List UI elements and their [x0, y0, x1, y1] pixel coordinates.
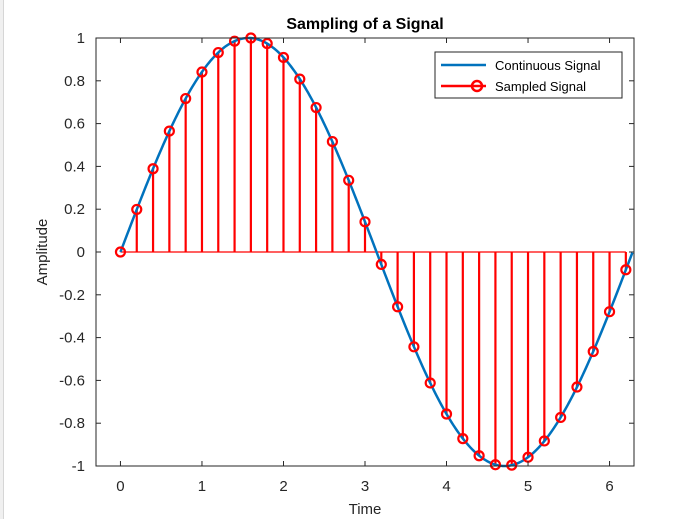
x-axis-label: Time [349, 501, 382, 518]
y-tick-label: -0.8 [59, 415, 85, 432]
y-tick-label: -0.6 [59, 372, 85, 389]
y-tick-label: -0.4 [59, 330, 85, 347]
sample-marker [620, 264, 632, 276]
sample-marker [603, 306, 616, 318]
x-tick-label: 3 [361, 478, 369, 495]
sampled-stems [135, 38, 627, 466]
x-tick-label: 5 [524, 478, 532, 495]
sample-marker [343, 174, 355, 186]
legend-box [434, 51, 623, 99]
legend-sampled-marker [470, 79, 484, 93]
y-tick-label: 1 [77, 30, 85, 47]
sample-marker [473, 450, 485, 462]
y-tick-label: 0.2 [64, 201, 85, 218]
sample-marker [392, 301, 404, 313]
legend: Continuous Signal Sampled Signal [434, 51, 623, 99]
y-axis-ticks: -1 -0.8 -0.6 -0.4 -0.2 0 0.2 0.4 0.6 0.8 1 [59, 30, 634, 475]
sample-marker [294, 73, 306, 85]
sample-marker [277, 51, 290, 64]
sample-marker [359, 216, 371, 228]
y-tick-label: 0.6 [64, 116, 85, 133]
sample-marker [228, 35, 241, 47]
sample-marker [587, 345, 599, 358]
legend-sampled-label: Sampled Signal [495, 79, 586, 94]
sample-marker [163, 125, 175, 137]
sample-marker [310, 101, 322, 114]
sample-marker [114, 246, 127, 258]
x-tick-label: 6 [605, 478, 613, 495]
sample-marker [326, 135, 338, 148]
sample-marker [212, 46, 224, 59]
sample-marker [196, 66, 208, 78]
sample-marker [261, 37, 273, 50]
sample-marker [375, 258, 387, 271]
y-axis-label: Amplitude [34, 219, 51, 286]
y-tick-label: -1 [72, 458, 85, 475]
legend-continuous-label: Continuous Signal [495, 58, 601, 73]
sample-marker [555, 411, 567, 424]
x-axis-ticks: 0 1 2 3 4 5 6 [116, 38, 614, 495]
sample-marker [489, 459, 502, 471]
x-tick-label: 0 [116, 478, 124, 495]
sample-marker [147, 163, 159, 175]
sample-marker [457, 433, 469, 445]
y-tick-label: -0.2 [59, 287, 85, 304]
y-tick-label: 0 [77, 244, 85, 261]
sample-marker [571, 381, 583, 393]
y-tick-label: 0.4 [64, 158, 85, 175]
sample-marker [538, 435, 550, 447]
sample-marker [408, 341, 420, 353]
x-tick-label: 2 [279, 478, 287, 495]
sample-marker [180, 92, 192, 105]
x-tick-label: 1 [198, 478, 206, 495]
x-tick-label: 4 [442, 478, 450, 495]
sample-marker [424, 377, 436, 389]
sample-marker [440, 408, 453, 420]
y-tick-label: 0.8 [64, 73, 85, 90]
sample-marker [506, 459, 518, 471]
chart-title: Sampling of a Signal [286, 16, 443, 33]
sample-marker [131, 203, 143, 216]
